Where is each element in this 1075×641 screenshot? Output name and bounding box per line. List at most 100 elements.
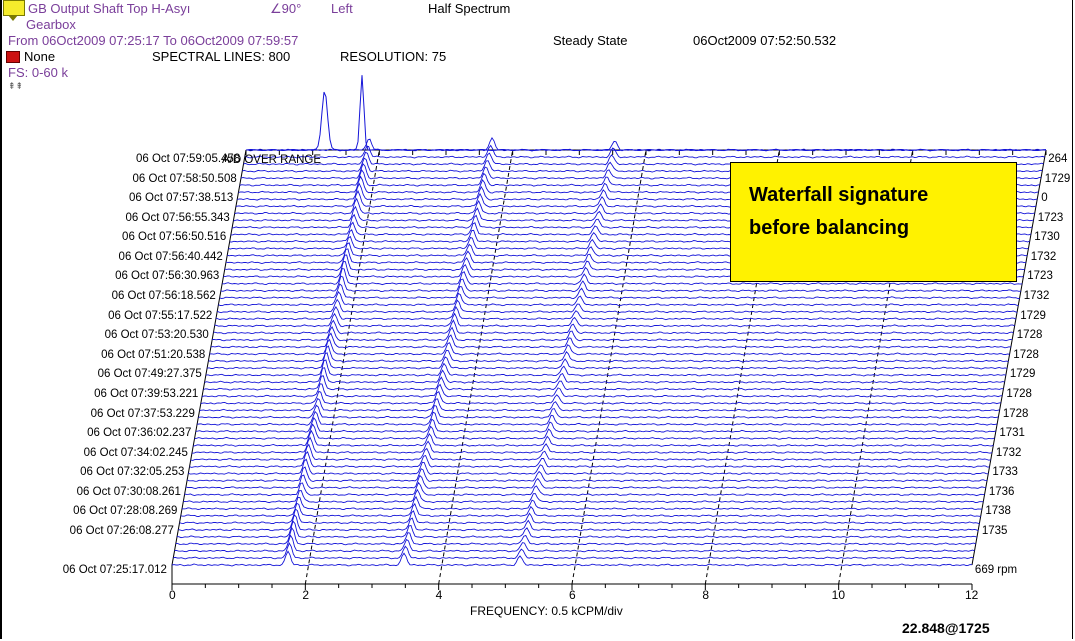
rpm-label: 1729 (1009, 368, 1036, 381)
spectrum-trace (214, 312, 1015, 328)
grid-line (571, 149, 647, 585)
spectrum-trace (184, 481, 985, 497)
spectrum-trace (175, 526, 976, 546)
machine-name: Gearbox (26, 17, 76, 32)
grid-line (304, 149, 380, 585)
rpm-label: 1729 (1020, 309, 1046, 322)
filter-icon[interactable] (6, 51, 20, 63)
full-scale: FS: 0-60 k (8, 65, 68, 80)
time-label: 06 Oct 07:30:08.261 (76, 485, 181, 498)
spectrum-trace (219, 283, 1020, 300)
point-name: GB Output Shaft Top H-Asyı (28, 1, 191, 16)
side-label: Left (331, 1, 353, 16)
x-tick-label: 4 (435, 588, 443, 602)
spectral-lines: SPECTRAL LINES: 800 (152, 49, 291, 64)
filter-label: None (24, 49, 56, 64)
spectrum-trace (185, 474, 986, 490)
time-label: 06 Oct 07:34:02.245 (83, 446, 188, 459)
spectrum-trace (192, 436, 993, 454)
spectrum-trace (178, 514, 979, 532)
rpm-label: 1728 (1013, 348, 1039, 361)
rpm-label: 0 (1041, 192, 1048, 205)
spectrum-trace (210, 332, 1011, 349)
spectrum-trace (201, 383, 1003, 398)
state-label: Steady State (553, 33, 628, 48)
rpm-label: 1728 (1016, 329, 1043, 342)
spectrum-trace (176, 520, 978, 539)
spectrum-trace (200, 390, 1001, 405)
rpm-label: 1723 (1037, 211, 1064, 224)
spectrum-trace (180, 502, 981, 518)
spectrum-trace (215, 305, 1017, 321)
time-label: 06 Oct 07:53:20.530 (104, 329, 209, 342)
spectrum-trace (183, 488, 984, 504)
overload-label: A/D OVER RANGE (222, 154, 322, 166)
spectrum-mode: Half Spectrum (428, 1, 511, 16)
time-label: 06 Oct 07:56:40.442 (118, 250, 223, 263)
time-label: 06 Oct 07:56:55.343 (125, 211, 230, 224)
angle-label: ∠90° (270, 1, 302, 16)
spectrum-trace (205, 359, 1007, 377)
rpm-label: 1729 (1044, 172, 1071, 185)
spectrum-trace (189, 450, 990, 468)
x-tick-label: 12 (965, 588, 979, 602)
spectrum-trace (171, 550, 973, 567)
time-label: 06 Oct 07:32:05.253 (80, 466, 185, 479)
left-depth-axis (171, 149, 247, 566)
rpm-label: 1728 (1006, 387, 1032, 400)
time-label: 06 Oct 07:39:53.221 (94, 387, 199, 400)
rpm-label: 1732 (995, 446, 1022, 459)
spectrum-trace (194, 423, 995, 440)
right-depth-axis (971, 149, 1047, 566)
time-label: 06 Oct 07:55:17.522 (108, 309, 213, 322)
x-tick-label: 2 (302, 588, 310, 602)
spectrum-trace (197, 410, 998, 426)
spectrum-trace (173, 542, 974, 560)
rpm-label: 1723 (1027, 270, 1053, 283)
time-label: 06 Oct 07:59:05.458 (136, 153, 241, 165)
callout-line-1: Waterfall signature (749, 184, 929, 206)
spectrum-trace (195, 417, 996, 433)
time-label: 06 Oct 07:57:38.513 (129, 192, 234, 205)
spectrum-trace (209, 338, 1010, 356)
spectrum-trace (217, 298, 1018, 314)
spectrum-trace (186, 466, 988, 482)
spectrum-trace (193, 429, 994, 447)
time-label: 06 Oct 07:56:50.516 (122, 231, 227, 244)
spectrum-trace (207, 352, 1008, 370)
spectrum-trace (179, 508, 980, 525)
x-axis-label: FREQUENCY: 0.5 kCPM/div (470, 604, 623, 618)
resolution: RESOLUTION: 75 (340, 49, 447, 64)
spectrum-trace (218, 291, 1019, 307)
spectrum-trace (212, 325, 1013, 342)
spectrum-trace (213, 319, 1014, 335)
spectrum-trace-latest (245, 75, 1047, 152)
spectrum-trace (203, 375, 1004, 391)
rpm-label: 264 (1048, 153, 1068, 165)
header-timestamp: 06Oct2009 07:52:50.532 (693, 33, 837, 48)
x-tick-label: 0 (169, 588, 176, 602)
rpm-label: 1735 (981, 525, 1008, 537)
time-label: 06 Oct 07:58:50.508 (132, 172, 237, 185)
time-label: 06 Oct 07:25:17.012 (62, 564, 167, 576)
note-icon[interactable] (3, 0, 25, 21)
x-tick-label: 6 (569, 588, 576, 602)
time-label: 06 Oct 07:51:20.538 (101, 348, 206, 361)
grid-line (438, 149, 514, 585)
spectrum-trace (198, 404, 999, 419)
spectrum-trace (244, 144, 1045, 159)
time-label: 06 Oct 07:26:08.277 (69, 525, 174, 537)
rpm-label: 1728 (1002, 407, 1029, 420)
x-tick-label: 8 (702, 588, 710, 602)
scroll-arrows-icon[interactable]: ⇞⇞ (8, 81, 24, 91)
spectrum-trace (190, 443, 991, 461)
time-label: 06 Oct 07:28:08.269 (73, 505, 178, 518)
rpm-label: 669 rpm (974, 564, 1018, 576)
spectrum-trace (208, 345, 1009, 363)
time-label: 06 Oct 07:56:18.562 (111, 290, 216, 303)
rpm-label: 1731 (999, 427, 1025, 440)
rpm-label: 1730 (1034, 231, 1060, 244)
rpm-label: 1732 (1030, 250, 1057, 263)
time-label: 06 Oct 07:37:53.229 (90, 407, 195, 420)
